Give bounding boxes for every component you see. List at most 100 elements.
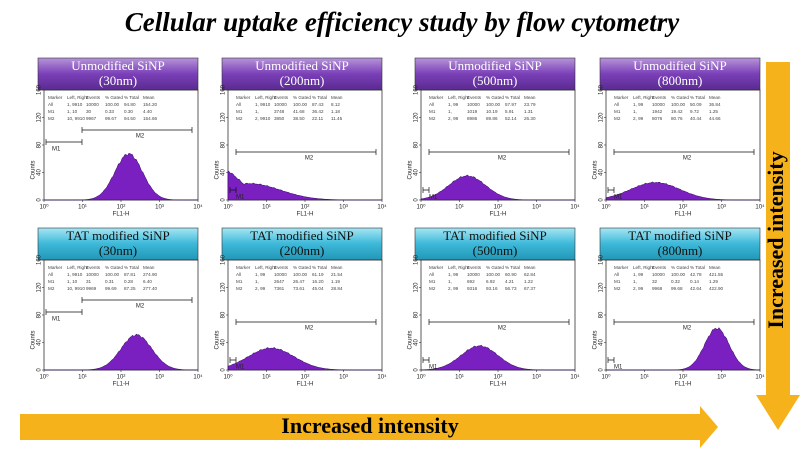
table-header: Mean (143, 95, 155, 100)
marker-bracket (428, 149, 570, 155)
y-tick-label: 40 (414, 169, 420, 176)
table-header: Marker (614, 95, 629, 100)
table-header: Left, Right (633, 95, 655, 100)
table-cell: 1, (633, 109, 637, 114)
table-cell: 2647 (274, 279, 285, 284)
table-cell: 154.66 (143, 116, 157, 121)
table-cell: 52.14 (505, 116, 517, 121)
x-tick-label: 10³ (532, 375, 541, 381)
panel-size: (800nm) (658, 243, 703, 258)
table-cell: 2, 99 (448, 286, 459, 291)
table-header: Events (467, 265, 482, 270)
x-tick-label: 10³ (717, 375, 726, 381)
x-tick-label: 10³ (155, 375, 164, 381)
marker-bracket (235, 149, 377, 155)
table-cell: 100.00 (293, 272, 307, 277)
table-cell: 40.44 (690, 116, 702, 121)
table-cell: 87.43 (312, 102, 324, 107)
table-header: % Gated (293, 95, 311, 100)
x-tick-label: 10⁴ (377, 204, 387, 211)
y-tick-label: 80 (221, 141, 227, 148)
x-tick-label: 10¹ (455, 375, 464, 381)
y-tick-label: 40 (599, 339, 605, 346)
table-cell: 100.00 (105, 272, 119, 277)
table-cell: 4.21 (505, 279, 514, 284)
table-header: % Total (505, 265, 520, 270)
y-tick-label: 80 (37, 141, 43, 148)
marker-label: M1 (614, 195, 623, 201)
panel-label-box (599, 57, 761, 91)
table-header: % Gated (671, 95, 689, 100)
table-cell: 1942 (652, 109, 663, 114)
x-tick-label: 10¹ (262, 375, 271, 381)
table-cell: 1, 10 (67, 279, 78, 284)
y-tick-label: 0 (414, 198, 420, 202)
x-tick-label: 10³ (532, 205, 541, 211)
y-tick-label: 120 (37, 112, 43, 123)
panel-name: Unmodified SiNP (633, 58, 727, 73)
table-cell: 9316 (467, 286, 478, 291)
table-cell: 8.12 (331, 102, 340, 107)
right-arrow-label: Increased intensity (763, 151, 788, 328)
marker-bracket (613, 149, 755, 155)
marker-label: M1 (614, 365, 623, 371)
y-axis-label: Counts (215, 330, 221, 349)
table-cell: All (429, 102, 434, 107)
y-tick-label: 0 (221, 198, 227, 202)
histogram (44, 333, 199, 371)
x-tick-label: 10³ (155, 205, 164, 211)
table-cell: 26.30 (524, 116, 536, 121)
table-header: % Gated (486, 95, 504, 100)
y-tick-label: 40 (37, 169, 43, 176)
table-header: % Gated (105, 95, 123, 100)
x-tick-label: 10¹ (640, 375, 649, 381)
y-tick-label: 40 (221, 339, 227, 346)
table-cell: 3850 (274, 116, 285, 121)
table-cell: All (236, 102, 241, 107)
y-axis-label: Counts (215, 160, 221, 179)
x-tick-label: 10² (301, 205, 310, 211)
y-tick-label: 40 (414, 339, 420, 346)
x-tick-label: 10¹ (78, 375, 87, 381)
table-cell: 21.54 (331, 272, 343, 277)
table-header: Left, Right (633, 265, 655, 270)
x-axis-label: FL1-H (490, 382, 507, 388)
table-header: % Total (312, 265, 327, 270)
table-cell: 1, (633, 279, 637, 284)
table-cell: 4.40 (143, 109, 152, 114)
panel-label-box (414, 57, 576, 91)
table-cell: 154.20 (143, 102, 157, 107)
table-cell: 0.31 (105, 279, 114, 284)
marker-label: M1 (236, 195, 245, 201)
table-cell: M1 (48, 279, 55, 284)
y-tick-label: 0 (414, 368, 420, 372)
marker-label: M2 (683, 326, 692, 332)
histogram (227, 347, 382, 371)
marker-bracket (45, 309, 83, 315)
table-cell: All (614, 102, 619, 107)
histogram (606, 327, 761, 371)
table-cell: 2, 99 (255, 286, 266, 291)
marker-label: M1 (236, 365, 245, 371)
table-header: Events (274, 95, 289, 100)
histogram (227, 170, 383, 201)
table-cell: 9967 (86, 116, 97, 121)
table-cell: 100.00 (486, 102, 500, 107)
x-axis-label: FL1-H (297, 382, 314, 388)
table-cell: 9.72 (690, 109, 699, 114)
table-cell: 2, 99 (633, 116, 644, 121)
table-cell: 2, 99 (448, 116, 459, 121)
table-header: % Gated (671, 265, 689, 270)
table-cell: 0.32 (671, 279, 680, 284)
table-header: Events (86, 265, 101, 270)
table-cell: 10000 (467, 102, 480, 107)
table-cell: 100.00 (671, 272, 685, 277)
table-cell: 1, 99 (633, 102, 644, 107)
table-header: Events (652, 265, 667, 270)
table-cell: 1.29 (709, 279, 718, 284)
table-header: Marker (236, 265, 251, 270)
table-cell: 100.00 (486, 272, 500, 277)
table-header: Mean (524, 265, 536, 270)
table-cell: 10, 9910 (67, 116, 85, 121)
